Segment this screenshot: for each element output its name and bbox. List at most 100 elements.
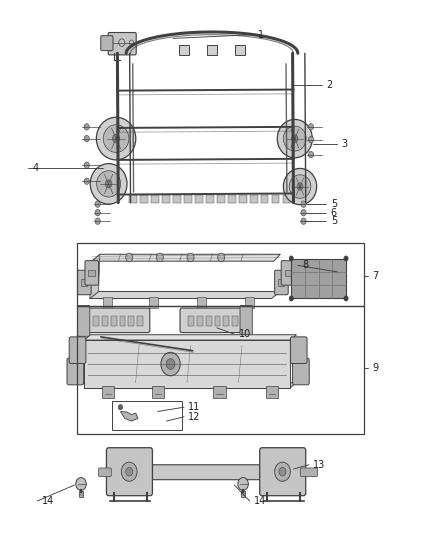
Circle shape: [84, 162, 89, 168]
Circle shape: [275, 462, 290, 481]
Polygon shape: [90, 254, 100, 298]
Bar: [217, 195, 225, 203]
Text: 5: 5: [331, 199, 337, 209]
Circle shape: [126, 467, 133, 476]
Circle shape: [95, 218, 100, 224]
Circle shape: [105, 180, 112, 188]
FancyBboxPatch shape: [240, 305, 252, 336]
FancyBboxPatch shape: [69, 337, 86, 364]
Polygon shape: [120, 411, 138, 421]
Circle shape: [84, 135, 89, 142]
Text: 14: 14: [254, 496, 266, 506]
Bar: [102, 316, 108, 326]
Circle shape: [156, 253, 163, 262]
Bar: [129, 195, 137, 203]
Bar: [102, 386, 114, 398]
Bar: [213, 386, 226, 398]
FancyBboxPatch shape: [85, 308, 150, 333]
Ellipse shape: [103, 125, 129, 152]
FancyBboxPatch shape: [293, 358, 309, 385]
Bar: [120, 316, 125, 326]
Circle shape: [166, 359, 175, 369]
Bar: [112, 401, 182, 430]
FancyBboxPatch shape: [78, 270, 91, 295]
Text: 14: 14: [42, 496, 54, 506]
Bar: [235, 45, 245, 55]
Circle shape: [289, 296, 293, 301]
Circle shape: [76, 478, 86, 490]
Bar: [195, 195, 203, 203]
Bar: [173, 195, 181, 203]
Bar: [93, 316, 99, 326]
Bar: [179, 45, 189, 55]
Text: 8: 8: [302, 261, 308, 270]
Circle shape: [95, 201, 100, 207]
Ellipse shape: [283, 126, 306, 151]
Bar: [272, 195, 279, 203]
FancyBboxPatch shape: [300, 468, 318, 477]
FancyBboxPatch shape: [290, 337, 307, 364]
Bar: [228, 195, 236, 203]
FancyBboxPatch shape: [101, 36, 113, 51]
Bar: [88, 270, 95, 276]
Bar: [250, 195, 258, 203]
Circle shape: [292, 135, 298, 142]
Bar: [291, 259, 346, 298]
Ellipse shape: [97, 171, 120, 197]
FancyBboxPatch shape: [277, 465, 300, 479]
Circle shape: [121, 462, 137, 481]
FancyBboxPatch shape: [85, 261, 99, 285]
Circle shape: [95, 209, 100, 216]
FancyBboxPatch shape: [106, 448, 152, 496]
Bar: [232, 316, 238, 326]
Bar: [239, 195, 247, 203]
Bar: [291, 259, 346, 298]
Circle shape: [84, 178, 89, 184]
Text: 11: 11: [188, 402, 201, 412]
Ellipse shape: [90, 164, 127, 204]
Bar: [137, 316, 143, 326]
Bar: [140, 195, 148, 203]
Circle shape: [301, 209, 306, 216]
FancyBboxPatch shape: [78, 305, 90, 336]
Bar: [223, 316, 229, 326]
Circle shape: [344, 296, 348, 301]
Bar: [77, 306, 364, 434]
Text: 3: 3: [342, 139, 348, 149]
Circle shape: [84, 124, 89, 130]
Bar: [266, 386, 278, 398]
Circle shape: [126, 253, 133, 262]
Circle shape: [289, 256, 293, 261]
FancyBboxPatch shape: [67, 358, 84, 385]
FancyBboxPatch shape: [112, 465, 135, 479]
Text: 5: 5: [331, 216, 337, 226]
Text: 10: 10: [239, 329, 251, 339]
Text: 2: 2: [326, 80, 332, 90]
Bar: [81, 279, 87, 286]
Bar: [241, 491, 245, 497]
Bar: [184, 195, 192, 203]
Polygon shape: [84, 383, 297, 388]
Circle shape: [301, 218, 306, 224]
Circle shape: [113, 134, 120, 143]
Bar: [285, 270, 291, 276]
Text: 12: 12: [188, 412, 201, 422]
Circle shape: [308, 124, 314, 130]
Bar: [245, 297, 254, 308]
Text: 7: 7: [372, 271, 378, 280]
FancyBboxPatch shape: [180, 308, 245, 333]
Circle shape: [279, 467, 286, 476]
Bar: [84, 340, 290, 388]
Bar: [151, 195, 159, 203]
Bar: [261, 195, 268, 203]
FancyBboxPatch shape: [108, 33, 136, 55]
FancyBboxPatch shape: [275, 270, 288, 295]
Ellipse shape: [277, 119, 312, 158]
Text: 9: 9: [372, 363, 378, 373]
Circle shape: [238, 478, 248, 490]
Bar: [197, 316, 203, 326]
Circle shape: [308, 151, 314, 158]
Bar: [206, 195, 214, 203]
Bar: [162, 195, 170, 203]
Circle shape: [297, 183, 303, 190]
